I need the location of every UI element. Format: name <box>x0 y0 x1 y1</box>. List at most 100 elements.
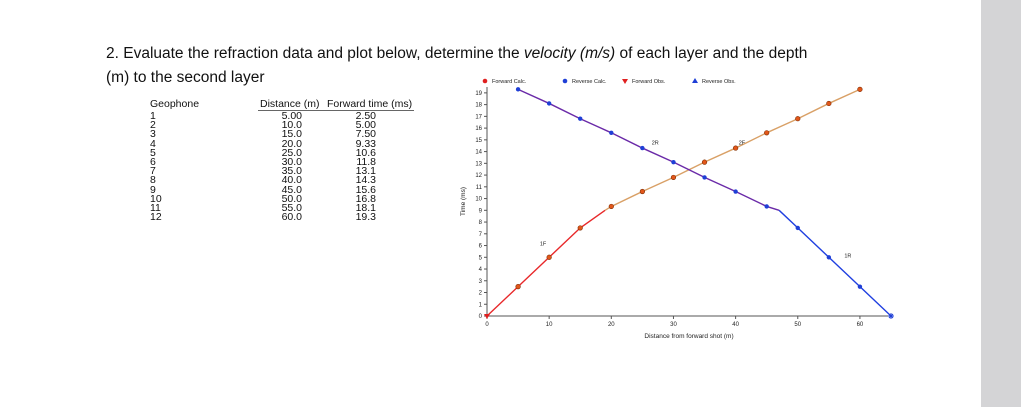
header-forward-time: Forward time (ms) <box>327 98 413 110</box>
time-cell: 9.33 <box>355 137 376 150</box>
series-line-1F <box>486 209 606 317</box>
forward-point <box>515 284 521 290</box>
geophone-cell: 12 <box>150 211 162 224</box>
y-tick-label: 15 <box>475 138 482 144</box>
geophone-cell: 3 <box>150 128 156 141</box>
reverse-point <box>857 284 863 289</box>
distance-cell: 45.0 <box>281 183 302 196</box>
time-cell: 15.6 <box>355 183 376 196</box>
y-tick-label: 5 <box>479 255 483 261</box>
legend-marker <box>562 78 568 84</box>
y-tick-label: 1 <box>479 302 483 308</box>
forward-shot-marker <box>484 314 490 319</box>
y-axis-title: Time (ms) <box>460 187 467 216</box>
reverse-shot-marker <box>888 313 894 319</box>
layer-annotation: 2R <box>652 141 659 147</box>
y-tick-label: 2 <box>479 291 483 297</box>
geophone-cell: 11 <box>150 202 161 215</box>
y-tick-label: 4 <box>479 267 483 273</box>
geophone-column: 1 2 3 4 5 6 7 8 9 10 11 12 <box>150 110 162 224</box>
time-column: 2.50 5.00 7.50 9.33 10.6 11.8 13.1 14.3 15.6 16.8… <box>350 110 376 223</box>
x-tick-label: 20 <box>608 322 615 328</box>
forward-point <box>795 116 801 122</box>
y-tick-label: 8 <box>479 220 483 226</box>
time-cell: 16.8 <box>355 192 376 205</box>
geophone-cell: 8 <box>150 174 156 187</box>
geophone-cell: 1 <box>150 110 156 122</box>
question-line1-post: of each layer and the depth <box>615 45 808 62</box>
distance-cell: 25.0 <box>281 146 302 159</box>
question-text: 2. Evaluate the refraction data and plot… <box>106 42 906 90</box>
y-tick-label: 19 <box>475 91 482 97</box>
distance-column: 5.00 10.0 15.0 20.0 25.0 30.0 35.0 40.0 45.0 50.0… <box>278 110 302 224</box>
x-axis-title: Distance from forward shot (m) <box>644 333 733 340</box>
forward-point <box>639 188 645 195</box>
x-tick-label: 30 <box>670 322 677 328</box>
geophone-cell: 7 <box>150 165 156 178</box>
forward-point <box>733 145 739 151</box>
distance-cell: 55.0 <box>281 202 302 215</box>
reverse-point <box>702 175 707 180</box>
geophone-cell: 5 <box>150 146 156 159</box>
y-tick-label: 14 <box>475 150 482 156</box>
reverse-point <box>671 159 676 165</box>
geophone-cell: 6 <box>150 156 156 169</box>
header-geophone: Geophone <box>150 98 200 110</box>
y-tick-label: 3 <box>479 279 483 285</box>
reverse-point <box>826 255 832 260</box>
reverse-point <box>640 145 645 151</box>
y-tick-label: 6 <box>479 244 483 250</box>
distance-cell: 35.0 <box>281 165 302 178</box>
layer-annotation: 1R <box>844 253 851 259</box>
y-tick-label: 10 <box>475 197 482 203</box>
y-tick-label: 16 <box>475 126 482 132</box>
reverse-point <box>578 116 583 121</box>
geophone-cell: 2 <box>150 119 156 132</box>
time-cell: 2.50 <box>355 110 376 122</box>
forward-point <box>608 203 614 210</box>
forward-point <box>670 174 677 181</box>
question-line2: (m) to the second layer <box>106 69 265 86</box>
reverse-point <box>764 204 769 209</box>
legend-label: Forward Obs. <box>632 79 666 85</box>
series-line-2F <box>604 88 861 211</box>
y-tick-label: 11 <box>476 185 483 191</box>
legend-label: Reverse Calc. <box>572 79 607 85</box>
x-tick-label: 0 <box>485 322 489 328</box>
time-cell: 18.1 <box>355 202 376 215</box>
distance-cell: 60.0 <box>281 211 302 224</box>
x-tick-label: 50 <box>794 322 801 328</box>
reverse-point <box>795 225 800 231</box>
y-tick-label: 7 <box>479 232 483 238</box>
forward-point <box>577 225 583 231</box>
layer-annotation: 1F <box>540 242 547 248</box>
traveltime-chart: 0 10 20 30 40 50 60012345678910111213141516171… <box>460 78 894 340</box>
geophone-cell: 10 <box>150 192 162 205</box>
x-tick-label: 10 <box>546 322 553 328</box>
layer-annotation: 2F <box>739 141 746 147</box>
reverse-point <box>733 189 738 194</box>
series-line-1R <box>778 209 892 317</box>
legend-marker <box>622 79 628 84</box>
question-line1-pre: 2. Evaluate the refraction data and plot… <box>106 45 524 62</box>
side-scrollbar[interactable] <box>981 0 1021 407</box>
legend-marker <box>482 78 488 84</box>
x-tick-label: 40 <box>732 322 739 328</box>
x-tick-label: 60 <box>857 322 864 328</box>
distance-cell: 5.00 <box>281 110 302 122</box>
question-line1-var: velocity (m/s) <box>523 45 616 62</box>
time-cell: 11.8 <box>356 156 376 169</box>
time-cell: 7.50 <box>355 128 376 141</box>
time-cell: 13.1 <box>355 165 376 178</box>
legend-marker <box>692 78 698 83</box>
header-distance: Distance (m) <box>260 98 320 110</box>
distance-cell: 15.0 <box>281 128 302 141</box>
time-cell: 10.6 <box>355 146 376 159</box>
geophone-cell: 9 <box>150 183 156 196</box>
distance-cell: 10.0 <box>281 119 302 132</box>
y-tick-label: 17 <box>475 114 482 120</box>
time-cell: 14.3 <box>355 174 376 187</box>
forward-point <box>701 159 708 165</box>
distance-cell: 40.0 <box>281 174 302 187</box>
reverse-point <box>515 87 521 92</box>
